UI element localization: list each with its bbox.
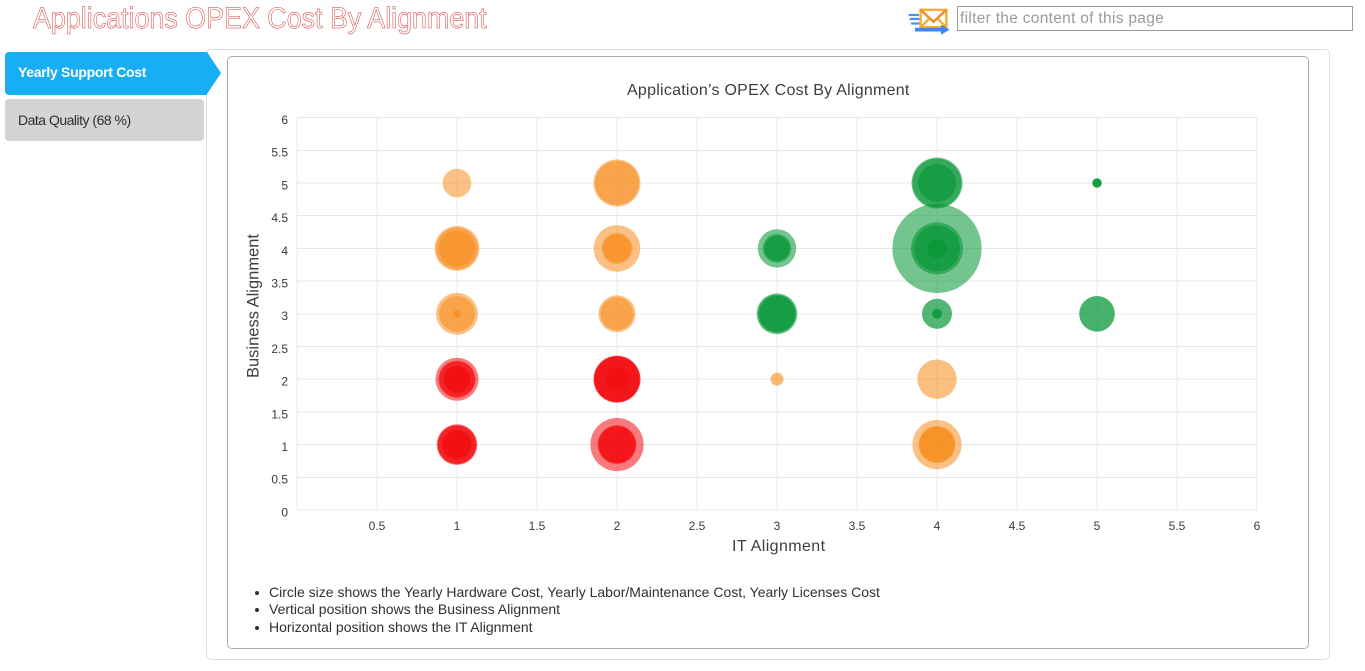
svg-text:0.5: 0.5 [271,473,288,487]
svg-text:0.5: 0.5 [369,519,386,533]
svg-text:5: 5 [281,178,288,192]
svg-text:2.5: 2.5 [271,342,288,356]
svg-text:2: 2 [614,519,621,533]
svg-text:1.5: 1.5 [271,407,288,421]
svg-text:2: 2 [281,375,288,389]
svg-text:3: 3 [774,519,781,533]
svg-text:5.5: 5.5 [1169,519,1186,533]
svg-text:3.5: 3.5 [849,519,866,533]
svg-text:4: 4 [281,244,288,258]
svg-text:4: 4 [934,519,941,533]
svg-text:3.5: 3.5 [271,277,288,291]
svg-text:2.5: 2.5 [689,519,706,533]
svg-text:5.5: 5.5 [271,146,288,160]
svg-text:4.5: 4.5 [1009,519,1026,533]
svg-text:3: 3 [281,309,288,323]
svg-text:1: 1 [281,440,288,454]
svg-text:4.5: 4.5 [271,211,288,225]
svg-text:6: 6 [281,113,288,127]
svg-text:1.5: 1.5 [529,519,546,533]
svg-text:0: 0 [281,505,288,519]
svg-text:6: 6 [1254,519,1261,533]
svg-text:1: 1 [454,519,461,533]
svg-text:5: 5 [1094,519,1101,533]
